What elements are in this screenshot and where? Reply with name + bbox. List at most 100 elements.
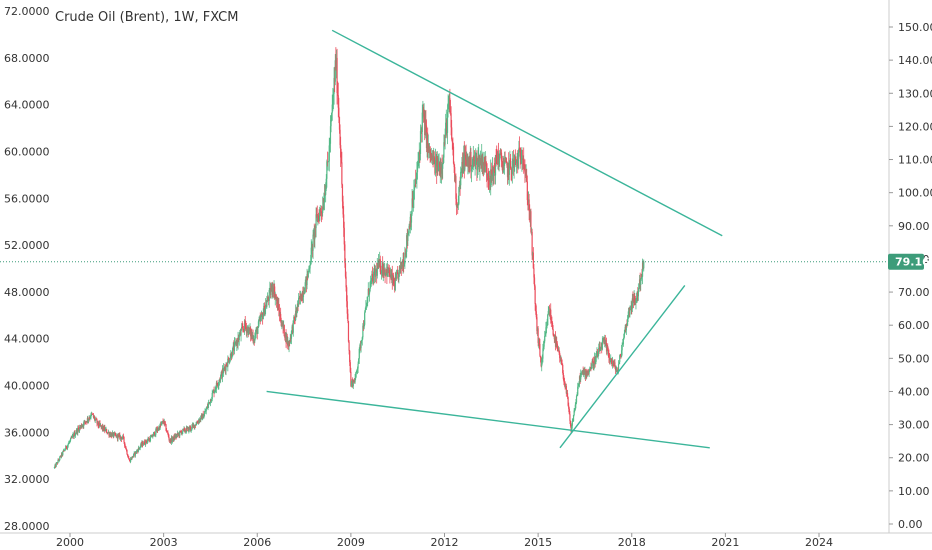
candle-body [591,360,593,369]
trendline-upper[interactable] [331,29,723,237]
candle-body [405,251,407,255]
candle-body [401,264,403,269]
candle-body [536,328,539,332]
candle-body [614,362,616,367]
trendline-lower[interactable] [266,390,710,449]
candle-body [492,166,494,177]
candle-body [431,154,433,160]
candle-body [416,172,418,179]
candle-body [622,344,624,346]
candle-body [454,167,456,182]
left-axis[interactable]: 28.0000 32.0000 36.0000 40.0000 44.0000 48.00… [4,5,50,533]
candle-body [128,457,130,460]
candle-body [95,418,97,420]
candle-body [155,429,158,432]
candle-body [219,379,221,381]
candle-body [334,60,336,82]
candle-body [245,325,247,327]
candle-body [451,127,453,140]
candle-body [359,345,362,349]
candle-body [191,426,193,430]
candle-body [382,263,384,275]
candle-body [133,453,135,457]
candle-body [226,364,228,366]
candle-body [187,427,189,432]
candle-body [352,380,354,387]
candle-body [577,386,579,395]
candle-body [356,368,359,370]
candle-body [515,160,518,164]
candle-body [251,332,253,337]
candle-body [305,276,308,286]
candle-body [461,161,463,170]
candle-body [347,313,349,321]
candle-body [272,288,275,294]
candle-body [57,459,59,464]
candle-body [625,323,627,331]
candle-body [240,330,242,336]
candle-body [257,321,260,328]
candle-body [56,462,58,464]
candle-body [450,113,452,128]
candle-body [262,314,264,320]
candle-body [527,200,529,203]
candle-body [94,416,96,420]
candle-body [281,322,284,326]
candle-body [476,166,479,171]
candle-body [193,424,195,426]
candle-body [121,437,123,440]
candle-body [97,421,99,426]
candle-body [175,435,177,439]
candle-body [230,353,233,358]
candle-body [541,358,543,361]
candle-body [59,456,61,460]
candle-body [305,276,307,283]
candle-body [545,327,547,335]
candle-body [84,420,86,423]
candle-body [279,313,281,316]
candle-body [380,271,383,274]
candle-body [176,434,178,437]
trendline-support[interactable] [559,285,686,449]
candle-body [311,243,314,251]
candle-body [415,178,417,181]
candle-body [546,325,548,326]
candle-body [345,276,347,288]
candle-body [178,433,180,436]
candle-body [548,310,551,316]
candle-body [64,449,66,451]
candle-body [130,458,132,462]
candle-body [558,349,560,354]
candle-body [97,421,99,424]
left-tick-label: 68.0000 [4,52,50,65]
candle-body [548,310,550,312]
candle-body [554,335,556,340]
trendlines-layer[interactable] [266,29,723,449]
right-axis[interactable]: 0.0010.0020.0030.0040.0050.0060.0070.008… [889,21,932,531]
candle-body [520,160,522,163]
candle-body [76,429,78,433]
time-axis[interactable]: 2000 2003 2006 2009 2012 2015 2018 2021 2024 [56,533,833,549]
candle-body [418,151,420,159]
candle-body [291,326,293,331]
candle-body [59,455,61,457]
candle-body [614,366,617,371]
candle-body [211,393,213,400]
candle-body [425,121,427,126]
candle-body [565,385,567,388]
candle-body [340,145,342,158]
candle-body [452,146,455,164]
candle-body [486,172,488,178]
candle-body [453,163,455,168]
left-tick-label: 72.0000 [4,5,50,18]
candle-body [406,235,408,241]
candle-body [207,404,209,408]
candle-body [556,341,558,344]
candle-body [152,436,154,438]
candle-body [318,215,320,221]
candle-body [102,426,104,430]
candle-body [390,274,392,276]
candle-body [529,211,531,219]
